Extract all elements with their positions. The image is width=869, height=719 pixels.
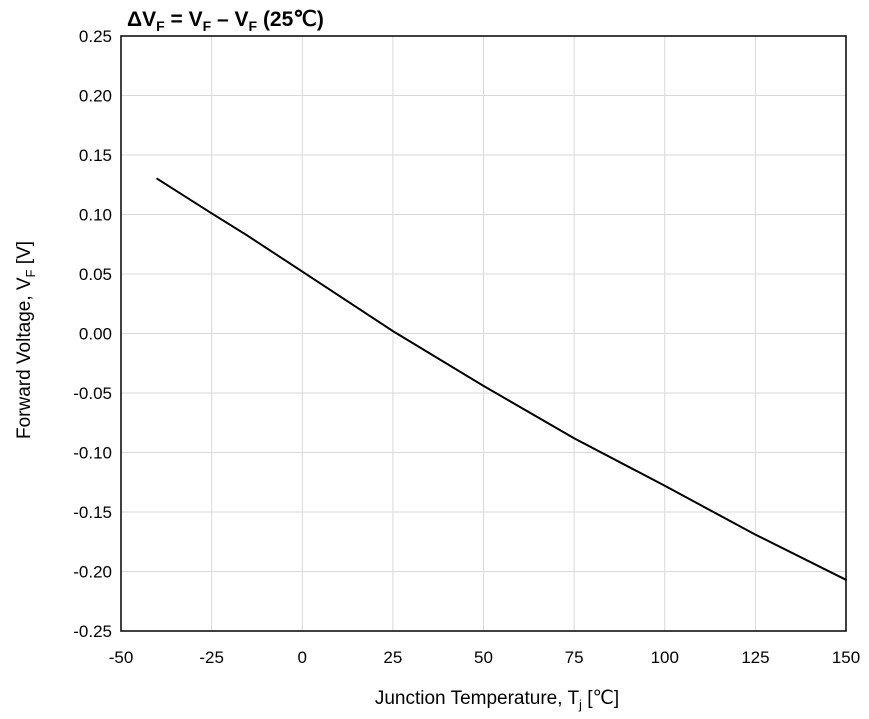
x-tick-label: 0 (298, 648, 307, 667)
x-tick-label: 125 (741, 648, 769, 667)
plot-area-border (120, 35, 847, 632)
y-tick-label: 0.15 (79, 146, 112, 165)
y-tick-label: 0.10 (79, 206, 112, 225)
x-tick-label: 100 (651, 648, 679, 667)
y-tick-label: 0.25 (79, 27, 112, 46)
series-line-0 (156, 177, 847, 581)
chart-title: ΔVF = VF – VF (25℃) (127, 8, 324, 34)
y-tick-label: -0.25 (73, 622, 112, 641)
y-axis-title: Forward Voltage, VF [V] (14, 241, 38, 439)
x-tick-label: 25 (383, 648, 402, 667)
y-tick-label: -0.20 (73, 563, 112, 582)
x-tick-label: 150 (832, 648, 860, 667)
x-tick-label: -25 (199, 648, 224, 667)
y-tick-label: -0.05 (73, 384, 112, 403)
y-tick-label: 0.00 (79, 325, 112, 344)
x-tick-label: 75 (565, 648, 584, 667)
y-tick-label: 0.20 (79, 87, 112, 106)
data-series (156, 177, 847, 581)
x-axis-title: Junction Temperature, Tj [℃] (375, 688, 619, 712)
x-tick-labels: -50 -25 0 25 50 75 100 125 150 (109, 648, 860, 667)
x-tick-label: -50 (109, 648, 134, 667)
x-tick-label: 50 (474, 648, 493, 667)
y-tick-label: -0.10 (73, 444, 112, 463)
y-tick-label: 0.05 (79, 265, 112, 284)
y-tick-label: -0.15 (73, 503, 112, 522)
grid-lines (121, 36, 846, 631)
y-tick-labels: 0.25 0.20 0.15 0.10 0.05 0.00 -0.05 -0.10 -0.15 -… (73, 27, 112, 641)
